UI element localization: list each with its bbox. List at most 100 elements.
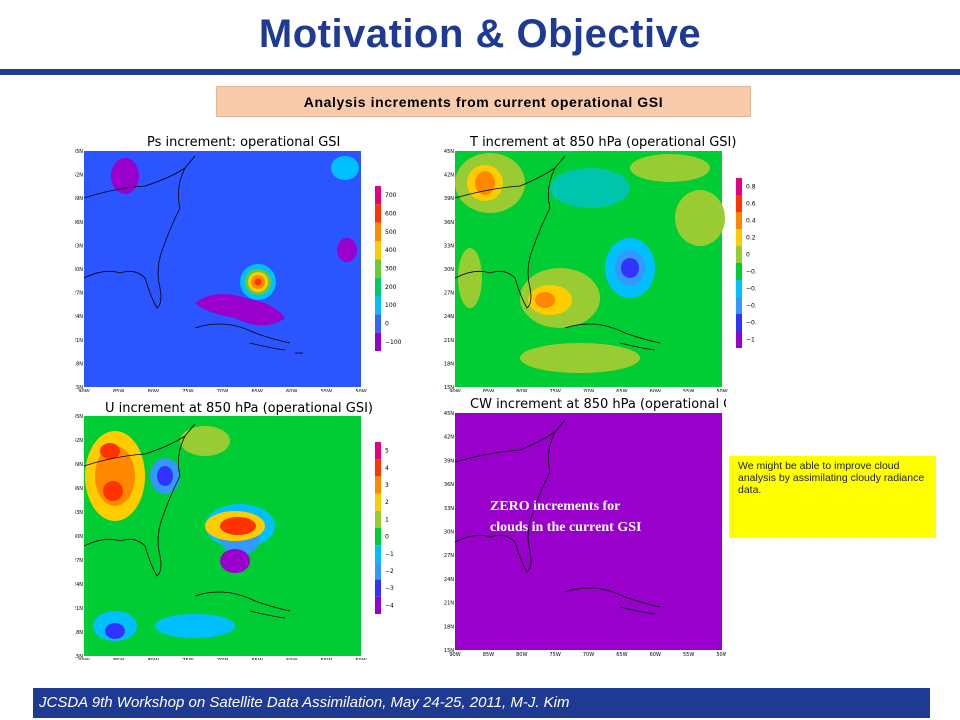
colorbar-swatch (375, 596, 381, 614)
lon-tick-label: 90W (449, 652, 460, 658)
lat-tick-label: 21N (444, 338, 454, 344)
slide-title: Motivation & Objective (258, 12, 702, 56)
lat-tick-label: 18N (444, 361, 454, 367)
lon-tick-label: 80W (516, 389, 527, 392)
lat-tick-label: 39N (444, 196, 454, 202)
lat-tick-label: 33N (444, 506, 454, 512)
colorbar: 0.8 0.6 0.4 0.2 0 −0.2 −0.4 −0.6 −0.8 −1 (736, 178, 756, 348)
colorbar-label: −1 (746, 337, 755, 344)
lat-tick-label: 33N (75, 510, 83, 516)
colorbar-label: 4 (385, 465, 389, 472)
lon-tick-label: 70W (217, 389, 228, 392)
lon-labels: 90W 85W 80W 75W 70W 65W 60W 55W 50W (78, 389, 366, 392)
colorbar: 5 4 3 2 1 0 −1 −2 −3 −4 (375, 442, 394, 614)
lat-tick-label: 21N (444, 601, 454, 607)
colorbar-label: 0.8 (746, 184, 756, 191)
lon-tick-label: 85W (113, 389, 124, 392)
colorbar-swatch (736, 280, 742, 297)
lon-tick-label: 75W (182, 658, 193, 660)
lon-tick-label: 50W (716, 389, 727, 392)
colorbar-label: 600 (385, 211, 397, 218)
lon-labels: 90W 85W 80W 75W 70W 65W 60W 55W 50W (78, 658, 366, 660)
colorbar-swatch (375, 545, 381, 563)
colorbar-swatch (736, 246, 742, 263)
map-title: Ps increment: operational GSI (147, 135, 340, 150)
colorbar-label: −1 (385, 551, 394, 558)
colorbar-swatch (736, 314, 742, 331)
lat-tick-label: 45N (75, 414, 83, 420)
lat-tick-label: 36N (75, 486, 83, 492)
coastlines (83, 155, 303, 354)
lat-tick-label: 15N (444, 385, 454, 391)
colorbar-swatch (736, 178, 742, 195)
lat-tick-label: 33N (444, 243, 454, 249)
colorbar-label: 700 (385, 192, 397, 199)
lat-tick-label: 15N (75, 385, 83, 391)
lat-tick-label: 45N (75, 149, 83, 155)
lat-tick-label: 27N (444, 291, 454, 297)
title-divider (0, 69, 960, 75)
cw-increment-map: CW increment at 850 hPa (operational GSI… (430, 392, 726, 660)
lat-tick-label: 30N (75, 534, 83, 540)
lon-tick-label: 70W (583, 389, 594, 392)
colorbar-label: 0.2 (746, 235, 756, 242)
lon-tick-label: 80W (148, 658, 159, 660)
lon-tick-label: 50W (355, 389, 366, 392)
colorbar-swatch (375, 314, 381, 333)
lon-tick-label: 65W (251, 389, 262, 392)
lon-tick-label: 70W (583, 652, 594, 658)
coastlines (83, 423, 291, 619)
colorbar-swatch (375, 332, 381, 351)
ps-features (111, 156, 359, 326)
colorbar-label: −4 (385, 602, 394, 609)
colorbar-label: 0 (746, 252, 750, 259)
lon-tick-label: 90W (78, 658, 89, 660)
lat-tick-label: 36N (444, 482, 454, 488)
colorbar-swatch (375, 476, 381, 494)
colorbar-label: −0.6 (746, 303, 756, 310)
u-increment-map: U increment at 850 hPa (operational GSI)… (75, 396, 401, 660)
coastlines (454, 419, 661, 615)
lat-tick-label: 18N (75, 361, 83, 367)
lon-tick-label: 65W (251, 658, 262, 660)
colorbar-swatch (375, 579, 381, 597)
u-features (85, 426, 275, 641)
colorbar-label: 500 (385, 229, 397, 236)
lat-labels: 45N 42N 39N 36N 33N 30N 27N 24N 21N 18N 15N (75, 149, 83, 391)
lat-tick-label: 18N (75, 630, 83, 636)
lon-tick-label: 75W (549, 389, 560, 392)
map-title: CW increment at 850 hPa (operational GSI… (470, 397, 726, 412)
colorbar-swatch (375, 528, 381, 546)
colorbar: 700 600 500 400 300 200 100 0 −100 (375, 186, 401, 351)
lon-labels: 90W 85W 80W 75W 70W 65W 60W 55W 50W (449, 652, 726, 658)
lat-tick-label: 27N (75, 291, 83, 297)
map-title: T increment at 850 hPa (operational GSI) (469, 135, 736, 150)
lon-tick-label: 60W (286, 658, 297, 660)
colorbar-label: 200 (385, 284, 397, 291)
ps-increment-map: Ps increment: operational GSI 45N 42N 39N 3… (75, 128, 401, 392)
colorbar-label: 100 (385, 302, 397, 309)
colorbar-label: 0 (385, 534, 389, 541)
lat-tick-label: 30N (444, 267, 454, 273)
lon-tick-label: 55W (321, 658, 332, 660)
lon-tick-label: 85W (113, 658, 124, 660)
lon-tick-label: 60W (650, 389, 661, 392)
colorbar-label: 0.4 (746, 218, 756, 225)
lat-tick-label: 24N (444, 577, 454, 583)
lat-tick-label: 45N (444, 149, 454, 155)
lat-tick-label: 21N (75, 606, 83, 612)
subtitle-banner: Analysis increments from current operati… (216, 86, 751, 117)
lat-tick-label: 24N (75, 314, 83, 320)
colorbar-label: −100 (385, 339, 401, 346)
colorbar-label: 1 (385, 516, 389, 523)
colorbar-label: 0 (385, 321, 389, 328)
colorbar-swatch (736, 263, 742, 280)
zero-increment-annotation-line1: ZERO increments for (490, 499, 620, 514)
lat-tick-label: 33N (75, 243, 83, 249)
lon-tick-label: 85W (483, 652, 494, 658)
lat-tick-label: 15N (444, 648, 454, 654)
colorbar-swatch (375, 510, 381, 528)
colorbar-swatch (375, 222, 381, 241)
colorbar-label: −0.8 (746, 320, 756, 327)
lon-tick-label: 65W (616, 652, 627, 658)
